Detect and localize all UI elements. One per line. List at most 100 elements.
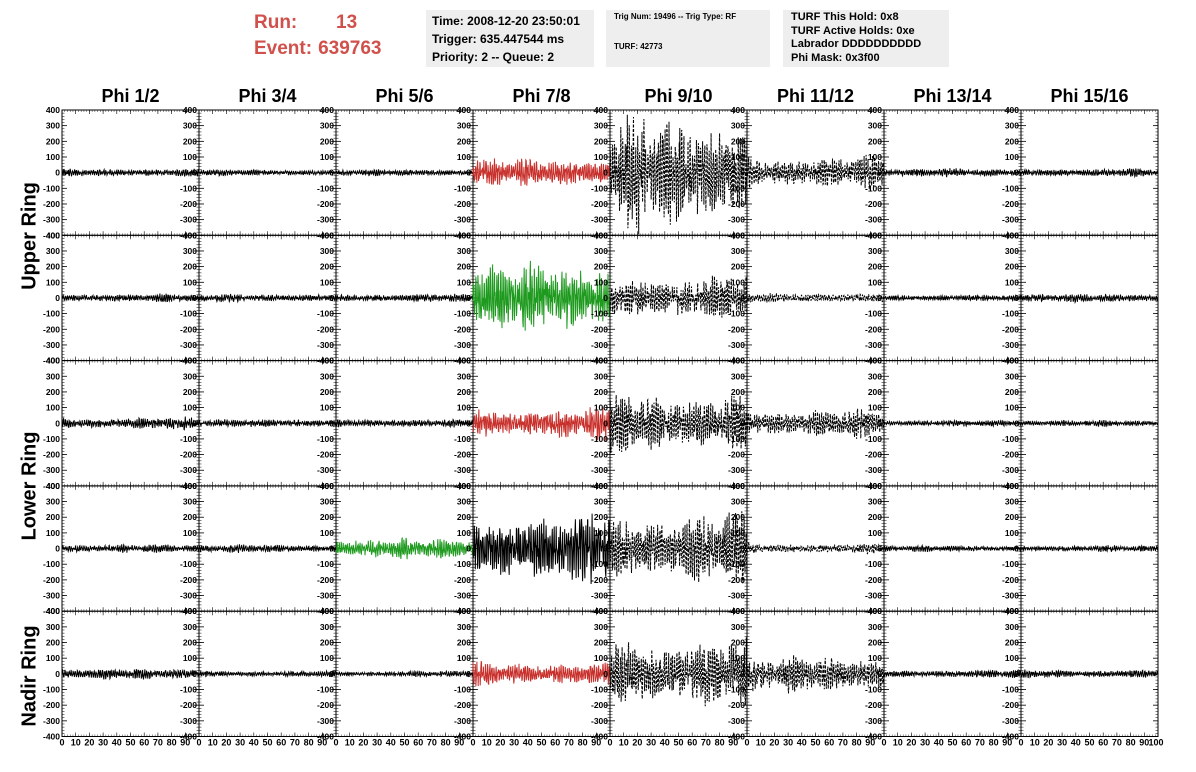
y-tick-label: 300 [183, 371, 197, 381]
y-tick-label: 100 [46, 403, 60, 413]
y-tick-label: 300 [183, 246, 197, 256]
y-tick-label: 200 [183, 387, 197, 397]
y-tick-label: 100 [1005, 277, 1019, 287]
waveform-trace [472, 407, 611, 442]
y-tick-label: 100 [457, 152, 471, 162]
y-tick-label: 400 [183, 105, 197, 115]
y-tick-label: -200 [454, 324, 471, 334]
y-tick-label: 100 [183, 277, 197, 287]
run-info: Run: 13 Event: 639763 [254, 10, 381, 62]
y-tick-label: -300 [865, 215, 882, 225]
y-tick-label: -400 [43, 356, 60, 366]
y-tick-label: 0 [192, 418, 197, 428]
column-header-phi-3-4: Phi 3/4 [238, 86, 297, 106]
y-tick-label: 400 [868, 105, 882, 115]
y-tick-label: -300 [728, 465, 745, 475]
y-tick-label: 0 [466, 293, 471, 303]
y-tick-label: 200 [1005, 262, 1019, 272]
y-tick-label: -100 [728, 309, 745, 319]
y-tick-label: -200 [728, 199, 745, 209]
y-tick-label: 200 [868, 136, 882, 146]
y-tick-label: 300 [731, 121, 745, 131]
y-tick-label: 200 [457, 387, 471, 397]
y-tick-label: -100 [180, 309, 197, 319]
y-tick-label: 200 [594, 262, 608, 272]
y-tick-label: -300 [728, 340, 745, 350]
y-tick-label: 400 [731, 105, 745, 115]
y-tick-label: -100 [43, 309, 60, 319]
y-tick-label: 0 [466, 168, 471, 178]
y-tick-label: -400 [43, 481, 60, 491]
waveform-trace [61, 167, 200, 177]
y-tick-label: -200 [317, 324, 334, 334]
y-tick-label: -400 [43, 230, 60, 240]
waveform-panel-r1-c1: -400 -300 -200 -100 0 100 200 300 400 [43, 105, 200, 240]
y-tick-label: 300 [457, 371, 471, 381]
y-tick-label: -200 [1002, 199, 1019, 209]
event-label: Event: [254, 38, 313, 59]
y-tick-label: 400 [594, 230, 608, 240]
y-tick-label: 200 [868, 262, 882, 272]
trigger-time: Time: 2008-12-20 23:50:01 [432, 14, 580, 28]
y-tick-label: 100 [320, 277, 334, 287]
y-tick-label: 200 [320, 262, 334, 272]
y-tick-label: 300 [457, 246, 471, 256]
trig-num: Trig Num: 19496 -- Trig Type: RF [614, 12, 737, 21]
event-value: 639763 [318, 38, 382, 59]
column-header-phi-7-8: Phi 7/8 [512, 86, 571, 106]
y-tick-label: 400 [46, 356, 60, 366]
trig-num-box: Trig Num: 19496 -- Trig Type: RF TURF: 4… [606, 10, 770, 67]
y-tick-label: 200 [731, 262, 745, 272]
y-tick-label: 0 [466, 418, 471, 428]
y-tick-label: 100 [731, 152, 745, 162]
y-tick-label: -200 [43, 450, 60, 460]
y-tick-label: -200 [591, 199, 608, 209]
waveform-trace [883, 167, 1022, 178]
y-tick-label: 200 [731, 387, 745, 397]
y-tick-label: -200 [865, 324, 882, 334]
y-tick-label: 300 [731, 371, 745, 381]
waveform-panel-r2-c1: -400 -300 -200 -100 0 100 200 300 400 [43, 230, 200, 366]
y-tick-label: -100 [180, 183, 197, 193]
y-tick-label: 300 [1005, 121, 1019, 131]
y-tick-label: 100 [320, 152, 334, 162]
column-header-phi-5-6: Phi 5/6 [375, 86, 434, 106]
trigger-priority: Priority: 2 -- Queue: 2 [432, 50, 555, 64]
y-tick-label: -100 [1002, 309, 1019, 319]
y-tick-label: 0 [329, 168, 334, 178]
y-tick-label: 100 [868, 277, 882, 287]
waveform-trace [609, 394, 748, 453]
column-header-phi-1-2: Phi 1/2 [101, 86, 160, 106]
y-tick-label: -200 [180, 450, 197, 460]
y-tick-label: 200 [183, 136, 197, 146]
y-tick-label: -300 [454, 465, 471, 475]
y-tick-label: 0 [1014, 168, 1019, 178]
y-tick-label: 300 [731, 246, 745, 256]
y-tick-label: -300 [454, 340, 471, 350]
run-row: Run: 13 [254, 10, 381, 36]
run-label: Run: [254, 12, 298, 33]
y-tick-label: 0 [1014, 293, 1019, 303]
y-tick-label: -100 [728, 434, 745, 444]
y-tick-label: -200 [454, 450, 471, 460]
y-tick-label: -200 [180, 199, 197, 209]
waveform-trace [61, 293, 200, 303]
y-tick-label: 400 [1005, 105, 1019, 115]
y-tick-label: 200 [457, 262, 471, 272]
waveform-trace [61, 416, 200, 431]
y-tick-label: -100 [591, 434, 608, 444]
y-tick-label: 400 [868, 230, 882, 240]
y-tick-label: 400 [594, 105, 608, 115]
y-tick-label: -100 [1002, 183, 1019, 193]
y-tick-label: 300 [594, 121, 608, 131]
y-tick-label: 200 [594, 387, 608, 397]
